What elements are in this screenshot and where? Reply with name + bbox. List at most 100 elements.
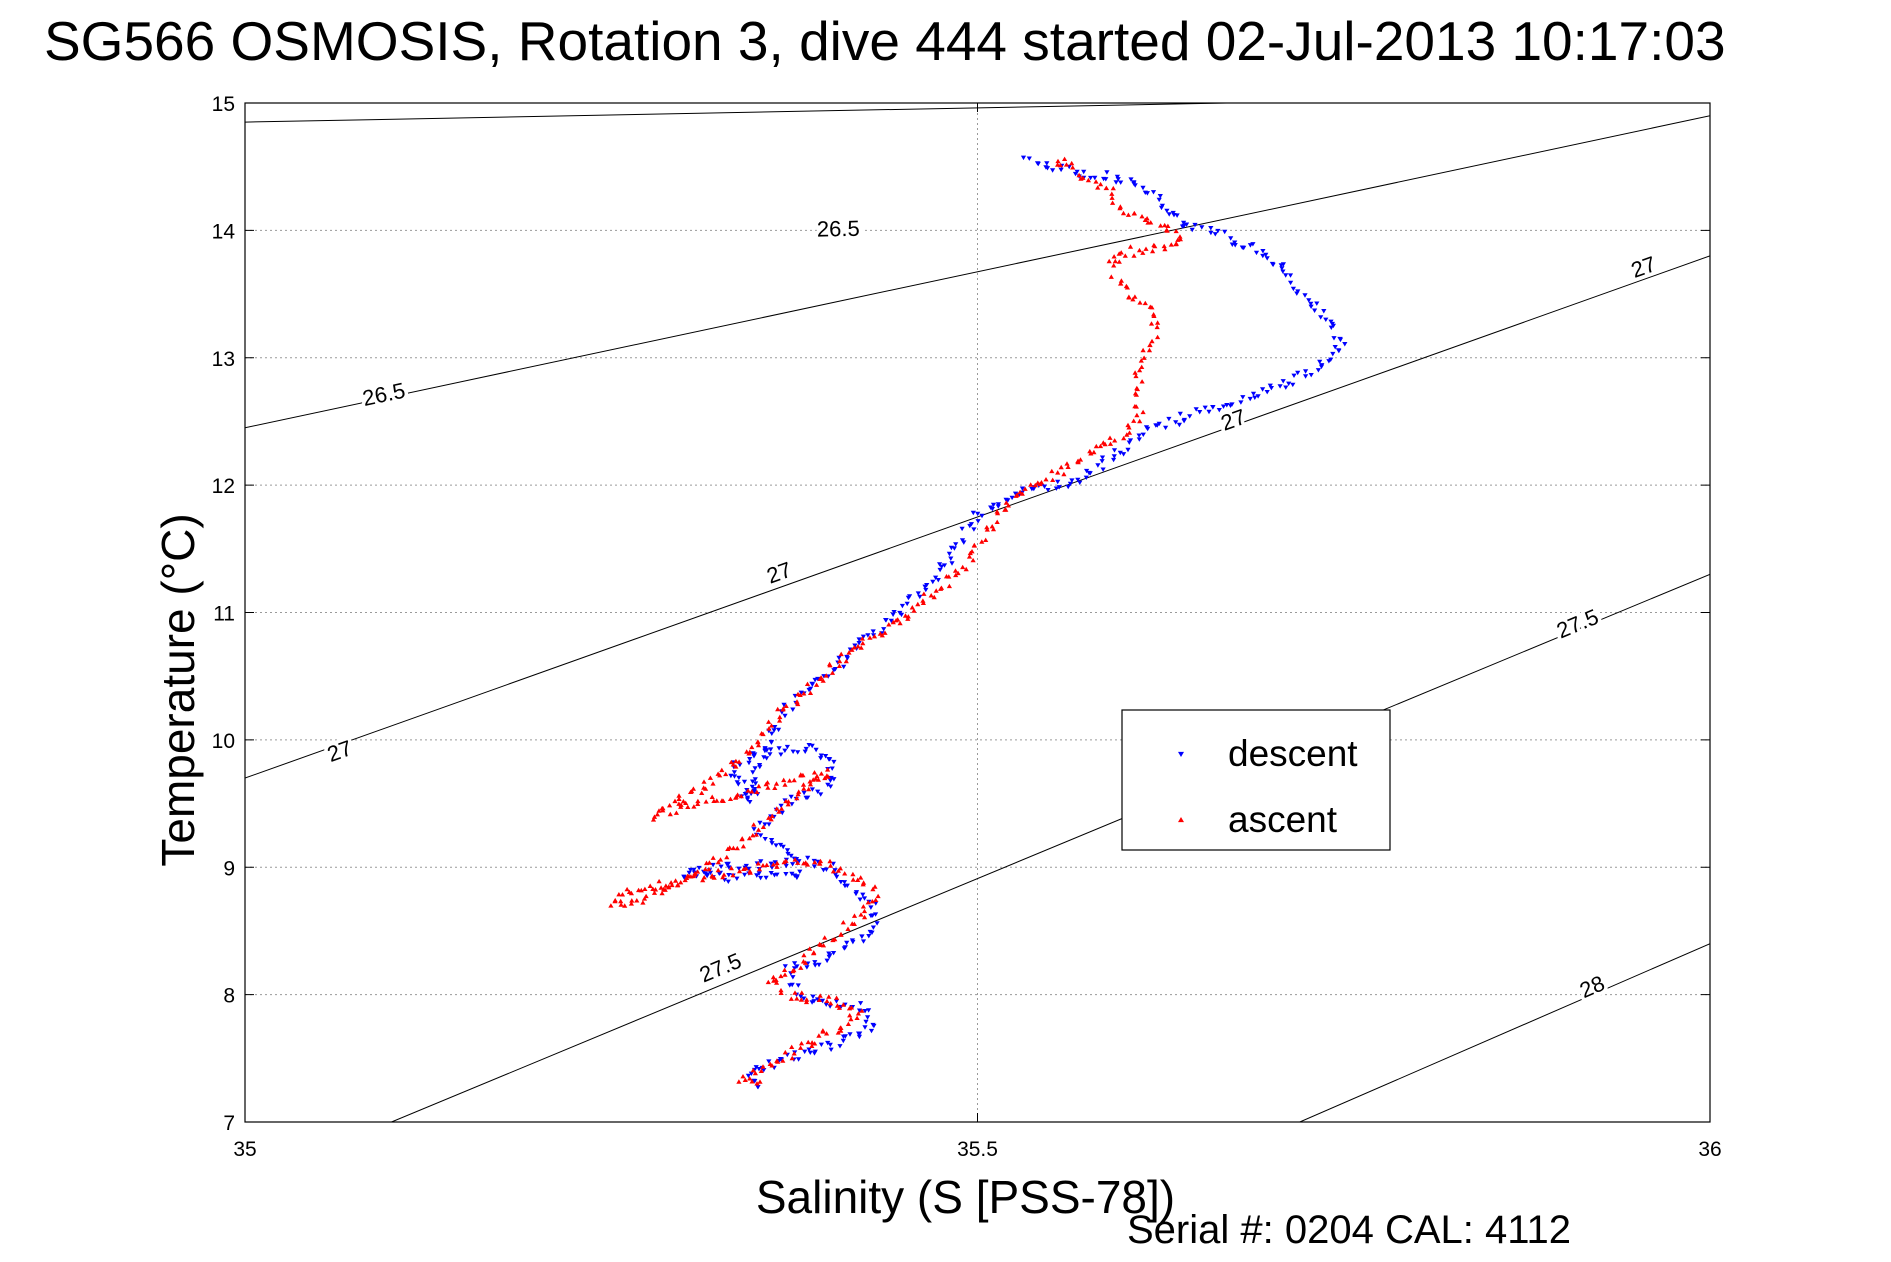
ascent-points [798,1028,826,1048]
ascent-points [824,1013,860,1036]
ascent-points [680,767,725,804]
ascent-points [733,772,804,800]
serial-info: Serial #: 0204 CAL: 4112 [1127,1208,1572,1252]
ascent-points [931,568,961,600]
descent-points [842,883,879,910]
ascent-points [1120,210,1171,232]
y-tick-label: 10 [212,730,235,753]
descent-points [808,674,831,691]
descent-points [753,832,791,853]
descent-points [1050,163,1082,179]
ascent-points [1106,244,1137,264]
ascent-points [1148,313,1161,344]
descent-points [1081,169,1124,185]
ascent-points [1003,482,1038,508]
ascent-points [686,865,763,883]
x-axis-label: Salinity (S [PSS-78]) [755,1171,1176,1223]
descent-points [814,997,864,1013]
density-contours [245,103,1710,1122]
ascent-points [1078,175,1116,191]
ascent-points [673,794,734,815]
ascent-points [989,507,1009,529]
descent-points [856,618,889,646]
sigma-contour-line [245,255,1710,779]
legend: descent ascent [1121,709,1391,851]
descent-points [1077,454,1117,485]
descent-points [766,709,788,734]
ascent-points [855,617,903,649]
ascent-points [792,990,834,1006]
y-axis-label: Temperature (°C) [152,513,204,867]
descent-points [888,594,923,624]
descent-points [862,1008,876,1034]
descent-points [1328,319,1348,347]
ascent-points [1035,458,1081,487]
contour-label: 26.5 [817,216,860,242]
ascent-points [960,542,977,572]
sigma-contour-line [1299,943,1710,1122]
descent-points [1111,425,1151,457]
ascent-points [740,1074,763,1086]
descent-points [751,1057,785,1073]
ascent-points [769,1044,804,1068]
ascent-points [692,844,746,877]
ascent-points [640,869,701,905]
ascent-points [650,793,682,822]
ascent-points [797,670,836,697]
descent-points [946,540,967,566]
descent-points [826,929,873,958]
ascent-points [1132,391,1146,418]
ascent-points [736,1061,773,1084]
ascent-points [1138,342,1153,369]
sigma-contour-line [391,573,1710,1122]
descent-points [739,731,775,802]
ascent-points [830,913,858,943]
descent-points [832,868,850,888]
ascent-points [902,591,934,621]
ascent-points [858,897,879,920]
ascent-points [1063,160,1082,178]
descent-points [787,971,801,988]
descent-points [970,491,1022,519]
ascent-points [850,871,881,899]
y-tick-label: 15 [212,93,235,116]
y-tick-label: 9 [223,857,235,880]
descent-points [915,562,948,596]
ascent-points [1124,418,1143,437]
ascent-points [1109,191,1131,217]
descent-points [1020,155,1051,171]
descent-points [1229,240,1260,256]
sigma-contour-line [245,115,1710,429]
grid [245,103,1710,1122]
ascent-points [755,857,823,869]
descent-points [1315,345,1342,373]
ascent-points [1164,228,1183,246]
descent-points [782,954,832,971]
descent-points [1019,477,1081,495]
descent-points [751,803,785,832]
legend-box [1121,709,1391,851]
ascent-points [827,645,864,668]
descent-points [785,851,803,879]
ascent-points [834,995,865,1016]
y-tick-label: 7 [223,1112,235,1135]
descent-points [1156,194,1172,217]
ascent-points [766,691,801,724]
x-tick-label: 36 [1698,1138,1721,1161]
descent-points [793,992,817,1005]
ascent-points [1136,237,1181,255]
descent-points [745,1071,757,1084]
ascent-points [739,815,774,842]
descent-points [959,519,981,543]
descent-points [1212,228,1234,241]
descent-points [1153,405,1212,431]
x-tick-label: 35 [233,1138,256,1161]
ascent-points [1132,367,1145,392]
descent-points [827,1023,877,1052]
ascent-points [771,978,794,1001]
ascent-points [755,723,775,748]
descent-points [805,855,836,873]
ascent-points [765,965,804,985]
descent-points [731,751,758,775]
